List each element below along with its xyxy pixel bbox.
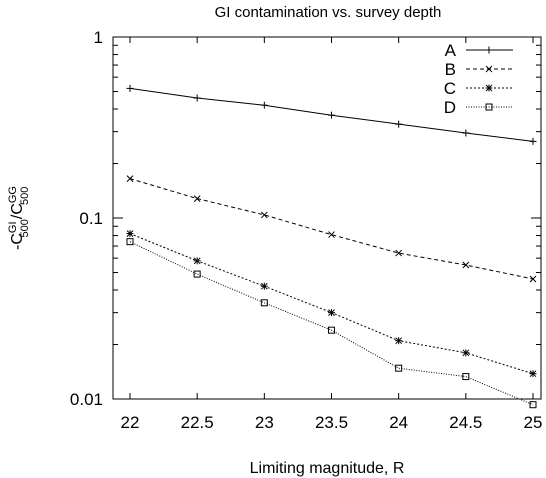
series-line [129, 178, 534, 280]
y-axis: 1 0.1 0.01 [70, 28, 541, 409]
legend-label: B [445, 60, 456, 79]
x-tick-label: 24 [389, 413, 408, 432]
series-b [126, 175, 537, 283]
legend-marker [485, 46, 493, 54]
data-point [126, 230, 134, 238]
y-tick-label: 0.01 [70, 390, 103, 409]
legend-label: A [445, 41, 457, 60]
data-point [260, 101, 268, 109]
x-tick-label: 25 [524, 413, 543, 432]
series-line [129, 233, 534, 375]
data-point [395, 120, 403, 128]
x-axis: 22 22.5 23 23.5 24 24.5 25 [121, 37, 543, 432]
data-point [193, 270, 201, 278]
data-point [328, 309, 335, 317]
x-tick-label: 23 [255, 413, 274, 432]
series-line [129, 241, 534, 406]
series-c [126, 230, 537, 378]
data-point [260, 211, 268, 219]
legend-marker [485, 65, 493, 73]
data-point [260, 299, 268, 307]
legend-entry-b: B [445, 60, 513, 79]
y-tick-label: 0.1 [79, 209, 103, 228]
data-point [529, 275, 537, 283]
data-point [395, 364, 403, 372]
legend-marker [485, 103, 493, 111]
x-axis-label: Limiting magnitude, R [250, 460, 405, 477]
x-tick-label: 23.5 [315, 413, 348, 432]
data-point [462, 349, 470, 357]
y-axis-label-num-sup: GI [7, 221, 19, 233]
data-point [462, 373, 470, 381]
y-axis-label: -CGI500/CGG500 [7, 186, 31, 250]
data-point [328, 231, 335, 238]
data-point [462, 261, 470, 269]
legend-label: D [444, 98, 456, 117]
series-d [126, 238, 537, 409]
series-a [126, 84, 537, 145]
legend-marker [485, 84, 493, 92]
x-tick-label: 24.5 [449, 413, 482, 432]
data-point [529, 370, 537, 378]
data-point [462, 129, 470, 137]
chart-title: GI contamination vs. survey depth [215, 4, 442, 21]
data-point [328, 111, 335, 119]
data-point [193, 94, 201, 102]
y-axis-label-num-sub: 500 [19, 219, 31, 237]
data-point [126, 238, 134, 246]
plot-frame [112, 36, 542, 400]
y-tick-label: 1 [94, 28, 103, 47]
legend-entry-c: C [444, 79, 513, 98]
data-point [193, 257, 201, 265]
y-axis-label-den-sub: 500 [19, 187, 31, 205]
y-axis-label-den-sup: GG [7, 186, 19, 203]
y-axis-label-sep: /C [9, 203, 26, 219]
x-tick-label: 22.5 [181, 413, 214, 432]
data-point [193, 195, 201, 202]
series-layer [126, 84, 537, 409]
data-point [328, 326, 335, 334]
data-point [395, 249, 403, 257]
x-tick-label: 22 [121, 413, 140, 432]
y-axis-label-prefix: -C [9, 233, 26, 250]
legend-label: C [444, 79, 456, 98]
data-point [260, 282, 268, 290]
data-point [395, 337, 403, 345]
legend-entry-a: A [445, 41, 513, 60]
data-point [126, 84, 134, 92]
legend-entry-d: D [444, 98, 513, 117]
data-point [529, 137, 537, 145]
data-point [529, 401, 537, 409]
data-point [126, 175, 134, 182]
